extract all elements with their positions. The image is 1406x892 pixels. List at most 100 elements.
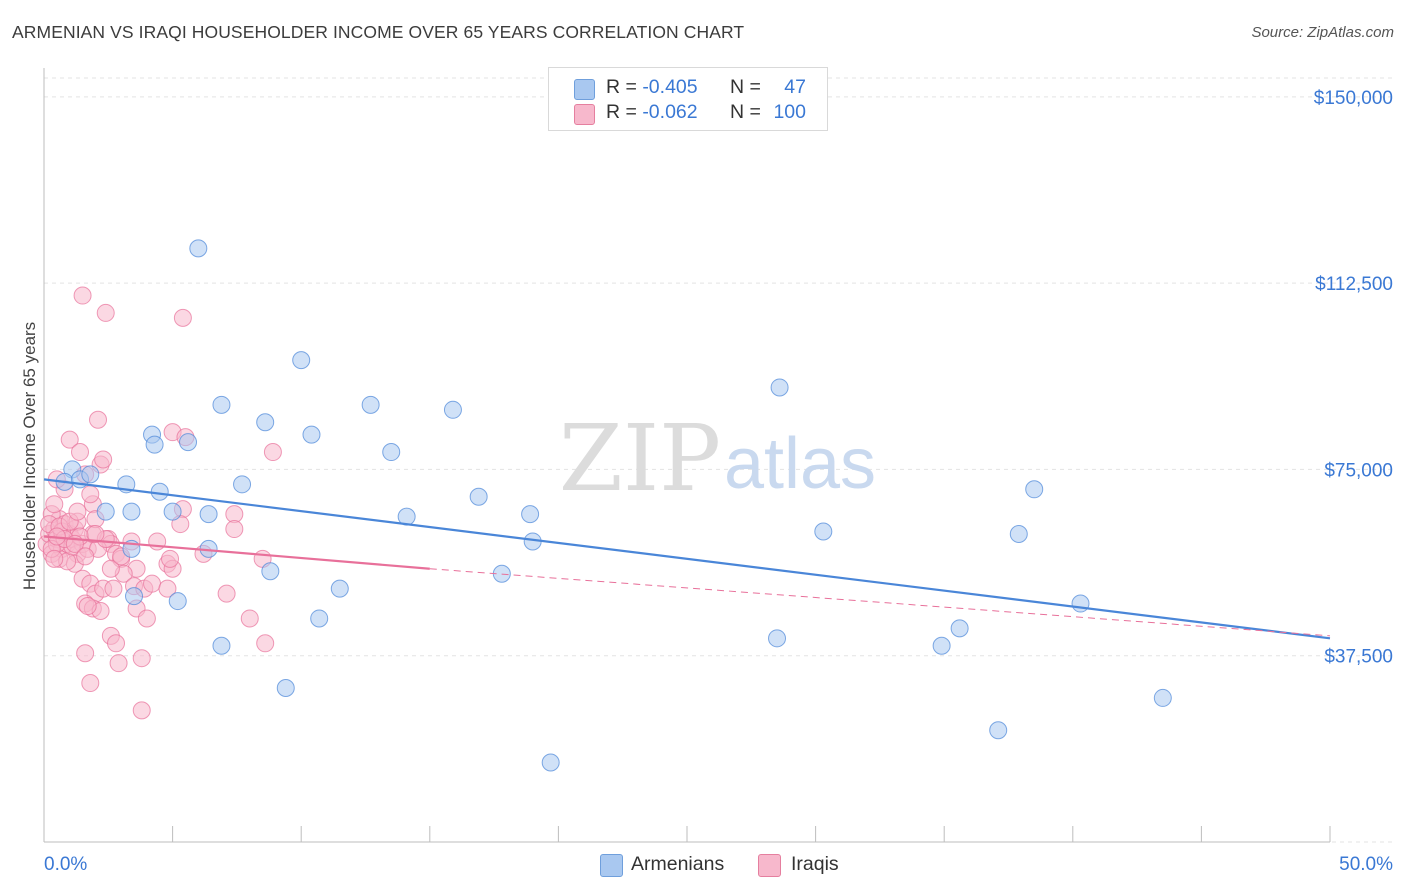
armenians-point (768, 629, 787, 648)
iraqis-point (81, 485, 100, 504)
iraqis-point (86, 525, 105, 543)
armenians-point (932, 636, 951, 655)
n-value-iraqis: 100 (773, 101, 806, 123)
legend-row-iraqis: R = -0.062 N = 100 (549, 101, 827, 127)
armenians-point (256, 413, 275, 432)
iraqis-point (173, 308, 192, 327)
armenians-point (302, 425, 321, 444)
iraqis-point (60, 430, 79, 449)
chart-title: ARMENIAN VS IRAQI HOUSEHOLDER INCOME OVE… (12, 22, 745, 42)
armenians-point (212, 636, 231, 655)
iraqis-point (89, 410, 108, 429)
iraqis-point (137, 609, 156, 628)
iraqis-trend-line (43, 535, 430, 570)
iraqis-point (109, 654, 128, 673)
iraqis-point (76, 644, 95, 663)
iraqis-point (161, 549, 180, 568)
source-label: Source: ZipAtlas.com (1251, 24, 1394, 41)
armenians-point (521, 505, 540, 524)
armenians-point (950, 619, 969, 638)
iraqis-point (217, 584, 236, 603)
iraqis-point (94, 450, 113, 469)
armenians-point (233, 475, 252, 494)
iraqis-trend-line-extension (429, 568, 1331, 637)
armenians-point (189, 239, 208, 258)
iraqis-point (73, 286, 92, 305)
legend-top: R = -0.405 N = 47 R = -0.062 N = 100 (548, 67, 828, 131)
iraqis-point (107, 634, 126, 653)
y-tick-label: $37,500 (1324, 647, 1393, 668)
legend-label-armenians: Armenians (631, 853, 725, 875)
iraqis-point (143, 574, 162, 593)
iraqis-point (101, 559, 120, 578)
iraqis-point (240, 609, 259, 628)
iraqis-point (81, 674, 100, 693)
trend-lines (43, 478, 1331, 640)
armenians-point (989, 721, 1008, 740)
y-axis-label: Householder Income Over 65 years (20, 322, 39, 590)
iraqis-point (45, 549, 64, 568)
iraqis-point (104, 579, 123, 598)
armenians-point (770, 378, 789, 397)
armenians-point (469, 487, 488, 506)
n-value-armenians: 47 (784, 76, 806, 98)
n-label: N = (730, 101, 761, 123)
legend-swatch-armenians (574, 79, 595, 100)
armenians-point (122, 502, 141, 521)
armenians-point (1025, 480, 1044, 499)
armenians-point (541, 753, 560, 772)
armenians-point (168, 592, 187, 611)
legend-bottom: Armenians Iraqis (0, 851, 1406, 877)
x-tick-labels: 0.0% 50.0% (44, 854, 1393, 875)
armenians-point (382, 443, 401, 462)
iraqis-point (263, 443, 282, 462)
y-tick-label: $75,000 (1324, 460, 1393, 481)
armenians-point (292, 351, 311, 370)
r-label: R = (606, 101, 637, 123)
armenians-point (814, 522, 833, 541)
iraqis-point (71, 443, 90, 462)
armenians-point (276, 679, 295, 697)
armenians-point (125, 587, 144, 606)
armenians-point (1071, 594, 1090, 613)
y-tick-labels: $37,500 $75,000 $112,500 $150,000 (1314, 88, 1393, 668)
armenians-point (443, 400, 462, 419)
iraqis-point (45, 495, 64, 514)
watermark-atlas: atlas (724, 424, 876, 504)
legend-label-iraqis: Iraqis (791, 853, 839, 875)
iraqis-point (225, 520, 244, 539)
x-tick-label: 0.0% (44, 854, 87, 875)
iraqis-point (96, 303, 115, 322)
armenians-point (1009, 525, 1028, 543)
legend-swatch-iraqis (758, 854, 781, 877)
iraqis-point (158, 579, 177, 598)
armenians-point (96, 502, 115, 521)
armenians-point (81, 465, 100, 484)
armenians-point (261, 562, 280, 581)
iraqis-point (78, 597, 97, 616)
iraqis-point (76, 547, 95, 566)
armenians-point (199, 505, 218, 524)
armenians-point (212, 395, 231, 414)
r-value-armenians: -0.405 (642, 76, 698, 98)
armenians-point (150, 482, 169, 501)
r-label: R = (606, 76, 637, 98)
iraqis-point (132, 649, 151, 668)
armenians-point (330, 579, 349, 598)
iraqis-point (68, 502, 87, 521)
watermark: ZIP atlas (559, 405, 876, 512)
series-iraqis (37, 286, 282, 720)
armenians-point (1153, 688, 1172, 707)
series-armenians (55, 239, 1172, 772)
armenians-trend-line (43, 478, 1331, 640)
legend-r-label-iraqis: R = -0.062 (606, 101, 698, 124)
legend-swatch-armenians (600, 854, 623, 877)
iraqis-point (256, 634, 275, 653)
n-label: N = (730, 76, 761, 98)
legend-swatch-iraqis (574, 104, 595, 125)
y-tick-label: $112,500 (1315, 274, 1393, 295)
axes (43, 68, 1331, 843)
armenians-point (310, 609, 329, 628)
armenians-point (179, 433, 198, 452)
